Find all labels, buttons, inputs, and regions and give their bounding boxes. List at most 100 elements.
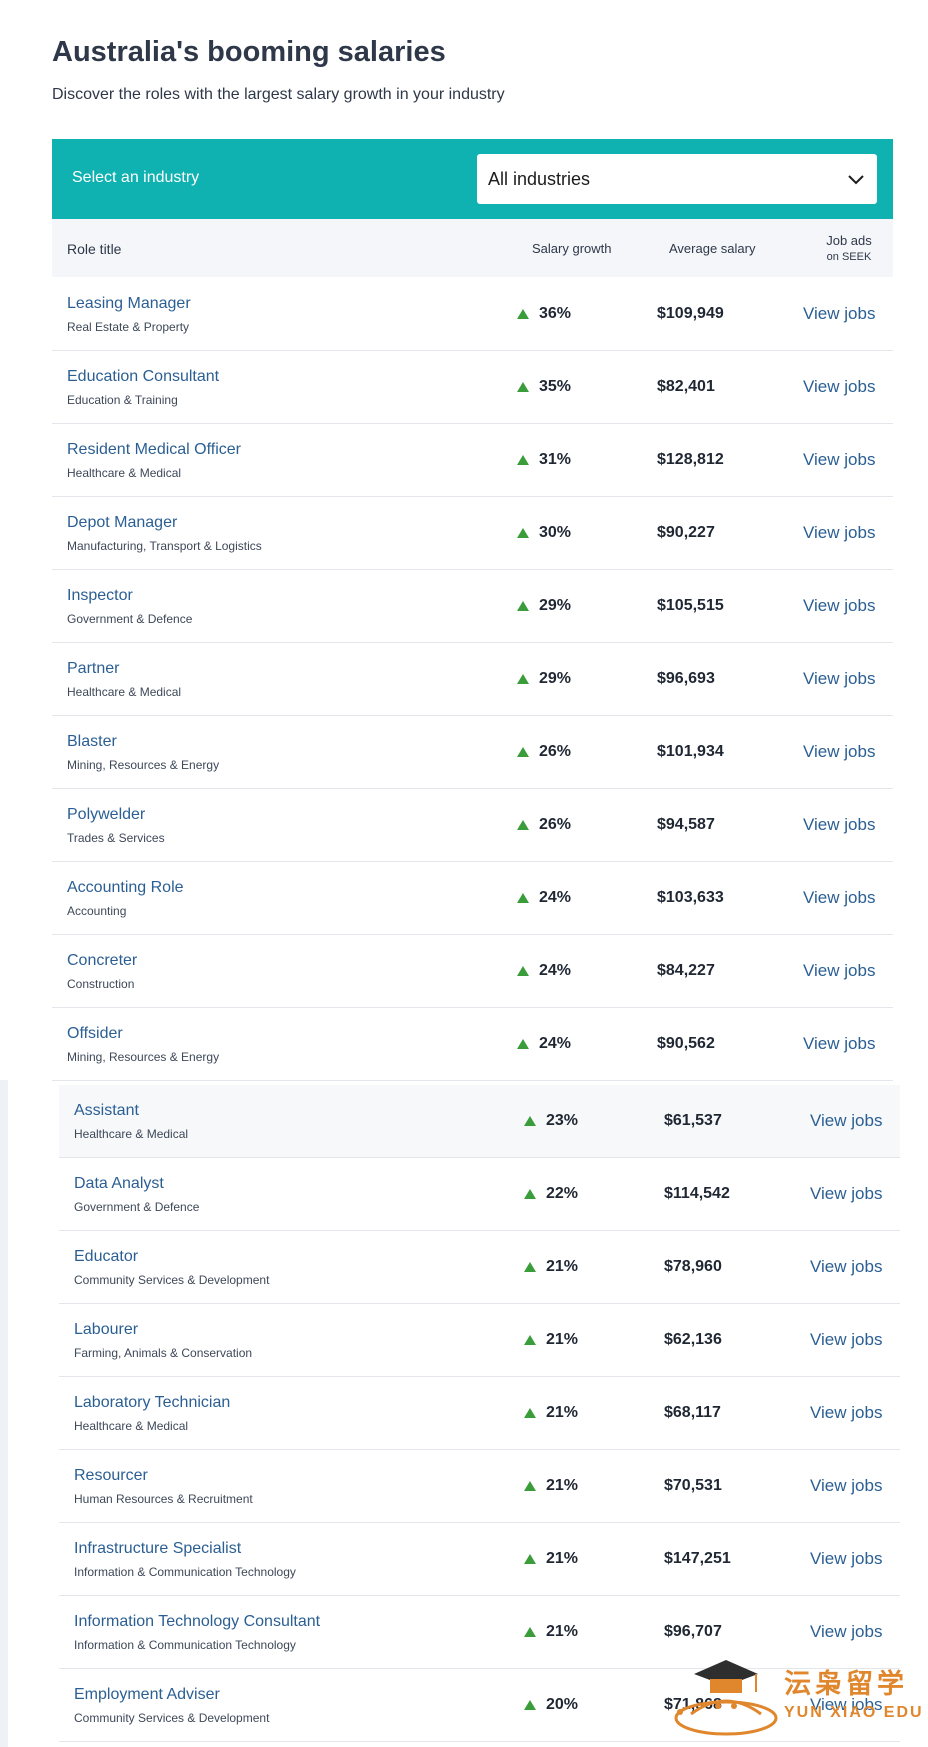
role-title-link[interactable]: Inspector xyxy=(67,587,133,604)
role-title-link[interactable]: Education Consultant xyxy=(67,368,220,385)
role-title-link[interactable]: Polywelder xyxy=(67,806,146,823)
role-industry: Mining, Resources & Energy xyxy=(67,758,220,772)
role-title-link[interactable]: Information Technology Consultant xyxy=(74,1613,321,1630)
role-title-link[interactable]: Blaster xyxy=(67,733,117,750)
average-salary: $70,531 xyxy=(664,1477,722,1494)
industry-select[interactable]: All industries xyxy=(477,154,877,204)
view-jobs-link[interactable]: View jobs xyxy=(803,450,876,469)
salary-growth: 30% xyxy=(539,524,572,541)
table-row: Laboratory Technician Healthcare & Medica… xyxy=(59,1377,900,1450)
view-jobs-link[interactable]: View jobs xyxy=(810,1476,883,1495)
table-row: Offsider Mining, Resources & Energy 24% $90… xyxy=(52,1008,893,1081)
view-jobs-link[interactable]: View jobs xyxy=(803,523,876,542)
role-title-link[interactable]: Laboratory Technician xyxy=(74,1394,231,1411)
view-jobs-link[interactable]: View jobs xyxy=(810,1403,883,1422)
salary-growth: 29% xyxy=(539,670,572,687)
arrow-up-icon xyxy=(517,309,529,319)
role-title-link[interactable]: Concreter xyxy=(67,952,138,969)
table-row: Leasing Manager Real Estate & Property 36%… xyxy=(52,278,893,351)
table-row: Inspector Government & Defence 29% $105,515… xyxy=(52,570,893,643)
average-salary: $103,633 xyxy=(657,889,724,906)
salary-growth: 35% xyxy=(539,378,572,395)
role-industry: Construction xyxy=(67,977,135,991)
role-industry: Information & Communication Technology xyxy=(74,1638,296,1652)
arrow-up-icon xyxy=(517,1039,529,1049)
role-title-link[interactable]: Labourer xyxy=(74,1321,139,1338)
table-row: Resident Medical Officer Healthcare & Med… xyxy=(52,424,893,497)
table-row: Employment Adviser Community Services & D… xyxy=(59,1669,900,1742)
salary-growth: 31% xyxy=(539,451,572,468)
chevron-down-icon xyxy=(848,175,864,185)
view-jobs-link[interactable]: View jobs xyxy=(810,1549,883,1568)
view-jobs-link[interactable]: View jobs xyxy=(803,304,876,323)
view-jobs-link[interactable]: View jobs xyxy=(810,1111,883,1130)
view-jobs-link[interactable]: View jobs xyxy=(803,742,876,761)
role-industry: Farming, Animals & Conservation xyxy=(74,1346,253,1360)
role-title-link[interactable]: Partner xyxy=(67,660,120,677)
view-jobs-link[interactable]: View jobs xyxy=(803,961,876,980)
arrow-up-icon xyxy=(524,1481,536,1491)
role-title-link[interactable]: Resident Medical Officer xyxy=(67,441,241,458)
role-title-link[interactable]: Educator xyxy=(74,1248,139,1265)
role-industry: Manufacturing, Transport & Logistics xyxy=(67,539,262,553)
job-ads-label: Job ads xyxy=(826,233,872,248)
role-industry: Community Services & Development xyxy=(74,1711,270,1725)
view-jobs-link[interactable]: View jobs xyxy=(810,1330,883,1349)
view-jobs-link[interactable]: View jobs xyxy=(803,888,876,907)
role-industry: Human Resources & Recruitment xyxy=(74,1492,253,1506)
page-title: Australia's booming salaries xyxy=(52,36,446,68)
role-title-link[interactable]: Accounting Role xyxy=(67,879,184,896)
view-jobs-link[interactable]: View jobs xyxy=(810,1257,883,1276)
view-jobs-link[interactable]: View jobs xyxy=(803,669,876,688)
role-industry: Trades & Services xyxy=(67,831,165,845)
view-jobs-link[interactable]: View jobs xyxy=(810,1695,883,1714)
table-row: Educator Community Services & Development… xyxy=(59,1231,900,1304)
salary-growth: 36% xyxy=(539,305,572,322)
salary-growth: 23% xyxy=(546,1112,579,1129)
average-salary: $62,136 xyxy=(664,1331,722,1348)
average-salary: $90,562 xyxy=(657,1035,715,1052)
role-title-link[interactable]: Leasing Manager xyxy=(67,295,191,312)
table-row: Concreter Construction 24% $84,227 View jobs xyxy=(52,935,893,1008)
salary-growth: 21% xyxy=(546,1550,579,1567)
table-row: Blaster Mining, Resources & Energy 26% $101… xyxy=(52,716,893,789)
role-title-link[interactable]: Assistant xyxy=(74,1102,139,1119)
table-row: Partner Healthcare & Medical 29% $96,693 Vie… xyxy=(52,643,893,716)
table-row: Polywelder Trades & Services 26% $94,587 Vie… xyxy=(52,789,893,862)
salary-growth: 24% xyxy=(539,889,572,906)
salary-growth: 24% xyxy=(539,962,572,979)
average-salary: $109,949 xyxy=(657,305,724,322)
salary-growth: 20% xyxy=(546,1696,579,1713)
role-title-link[interactable]: Offsider xyxy=(67,1025,123,1042)
arrow-up-icon xyxy=(517,601,529,611)
role-title-link[interactable]: Depot Manager xyxy=(67,514,178,531)
role-title-link[interactable]: Resourcer xyxy=(74,1467,148,1484)
view-jobs-link[interactable]: View jobs xyxy=(810,1622,883,1641)
arrow-up-icon xyxy=(524,1408,536,1418)
average-salary: $128,812 xyxy=(657,451,724,468)
arrow-up-icon xyxy=(517,455,529,465)
table-row: Education Consultant Education & Training… xyxy=(52,351,893,424)
view-jobs-link[interactable]: View jobs xyxy=(803,815,876,834)
role-title-link[interactable]: Infrastructure Specialist xyxy=(74,1540,242,1557)
salary-growth: 21% xyxy=(546,1404,579,1421)
role-title-link[interactable]: Data Analyst xyxy=(74,1175,164,1192)
average-salary: $105,515 xyxy=(657,597,724,614)
page-subtitle: Discover the roles with the largest sala… xyxy=(52,86,505,103)
average-salary: $96,707 xyxy=(664,1623,722,1640)
page-edge xyxy=(0,1080,8,1747)
view-jobs-link[interactable]: View jobs xyxy=(803,377,876,396)
industry-select-value: All industries xyxy=(488,169,591,189)
view-jobs-link[interactable]: View jobs xyxy=(810,1184,883,1203)
arrow-up-icon xyxy=(524,1335,536,1345)
salary-growth: 24% xyxy=(539,1035,572,1052)
average-salary: $94,587 xyxy=(657,816,715,833)
average-salary: $147,251 xyxy=(664,1550,731,1567)
arrow-up-icon xyxy=(524,1627,536,1637)
view-jobs-link[interactable]: View jobs xyxy=(803,596,876,615)
average-salary: $71,868 xyxy=(664,1696,722,1713)
view-jobs-link[interactable]: View jobs xyxy=(803,1034,876,1053)
role-industry: Government & Defence xyxy=(67,612,193,626)
role-title-link[interactable]: Employment Adviser xyxy=(74,1686,220,1703)
table-row: Labourer Farming, Animals & Conservation 2… xyxy=(59,1304,900,1377)
